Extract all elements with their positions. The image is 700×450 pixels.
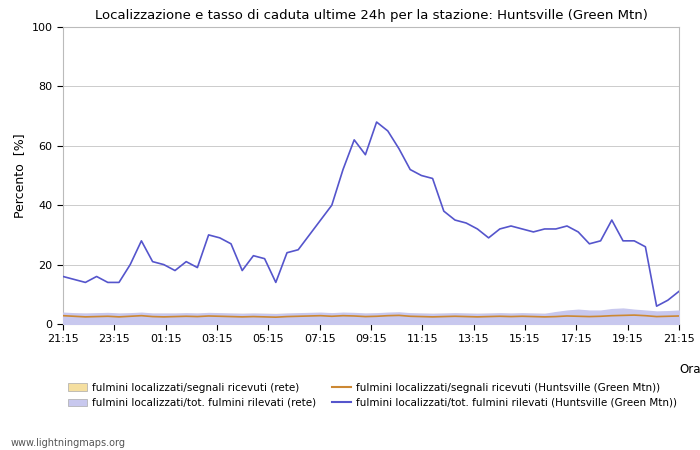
Legend: fulmini localizzati/segnali ricevuti (rete), fulmini localizzati/tot. fulmini ri: fulmini localizzati/segnali ricevuti (re… xyxy=(68,382,677,408)
Text: Orario: Orario xyxy=(679,363,700,376)
Text: www.lightningmaps.org: www.lightningmaps.org xyxy=(10,438,125,448)
Y-axis label: Percento  [%]: Percento [%] xyxy=(13,133,26,218)
Title: Localizzazione e tasso di caduta ultime 24h per la stazione: Huntsville (Green M: Localizzazione e tasso di caduta ultime … xyxy=(94,9,648,22)
